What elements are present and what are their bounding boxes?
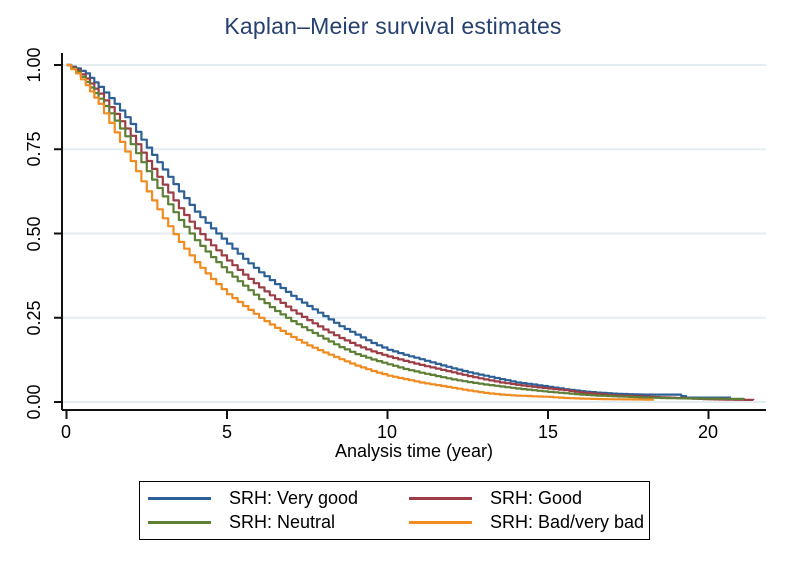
legend-box: SRH: Very good SRH: Good SRH: Neutral SR… (139, 481, 650, 540)
legend-label-very-good: SRH: Very good (229, 487, 359, 508)
x-tick-label-20: 20 (698, 422, 718, 442)
x-axis-title: Analysis time (year) (334, 441, 494, 461)
legend-item-bad: SRH: Bad/very bad (409, 512, 649, 533)
legend-swatch-good (409, 496, 472, 500)
axes (61, 53, 766, 411)
legend-item-good: SRH: Good (409, 488, 649, 509)
legend-label-bad: SRH: Bad/very bad (490, 512, 645, 533)
x-tick-label-0: 0 (61, 422, 71, 442)
legend-swatch-neutral (148, 521, 211, 525)
km-curve-0 (66, 63, 731, 399)
y-tick-label-0.75: 0.75 (24, 131, 44, 166)
legend-swatch-very-good (148, 496, 211, 500)
km-plot-svg: 0.00 0.25 0.50 0.75 1.00 0 5 10 15 20 (24, 47, 766, 442)
x-tick-label-5: 5 (222, 422, 232, 442)
legend-swatch-bad (409, 521, 472, 525)
legend-label-good: SRH: Good (490, 487, 583, 508)
chart-title: Kaplan–Meier survival estimates (224, 13, 562, 39)
km-curve-3 (66, 63, 654, 401)
y-tick-label-1.00: 1.00 (24, 47, 44, 82)
legend-item-neutral: SRH: Neutral (148, 512, 409, 533)
survival-curves (66, 63, 755, 401)
y-tick-label-0.00: 0.00 (24, 384, 44, 419)
y-tick-label-0.50: 0.50 (24, 216, 44, 251)
x-axis-tick-labels: 0 5 10 15 20 (61, 422, 718, 442)
axis-ticks (54, 64, 710, 419)
gridlines (63, 64, 766, 403)
x-tick-label-15: 15 (538, 422, 558, 442)
legend-item-very-good: SRH: Very good (148, 488, 409, 509)
y-tick-label-0.25: 0.25 (24, 300, 44, 335)
x-tick-label-10: 10 (377, 422, 397, 442)
km-curve-2 (66, 63, 745, 400)
y-axis-tick-labels: 0.00 0.25 0.50 0.75 1.00 (24, 47, 44, 419)
legend-label-neutral: SRH: Neutral (229, 512, 336, 533)
